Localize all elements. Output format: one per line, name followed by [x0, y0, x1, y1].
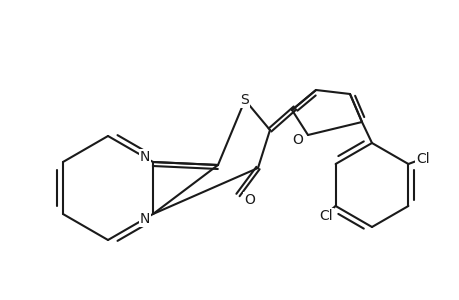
- Text: O: O: [244, 193, 255, 207]
- Text: Cl: Cl: [318, 209, 332, 223]
- Text: Cl: Cl: [416, 152, 429, 166]
- Text: S: S: [240, 93, 249, 107]
- Text: N: N: [140, 150, 150, 164]
- Text: N: N: [140, 212, 150, 226]
- Text: O: O: [292, 133, 303, 147]
